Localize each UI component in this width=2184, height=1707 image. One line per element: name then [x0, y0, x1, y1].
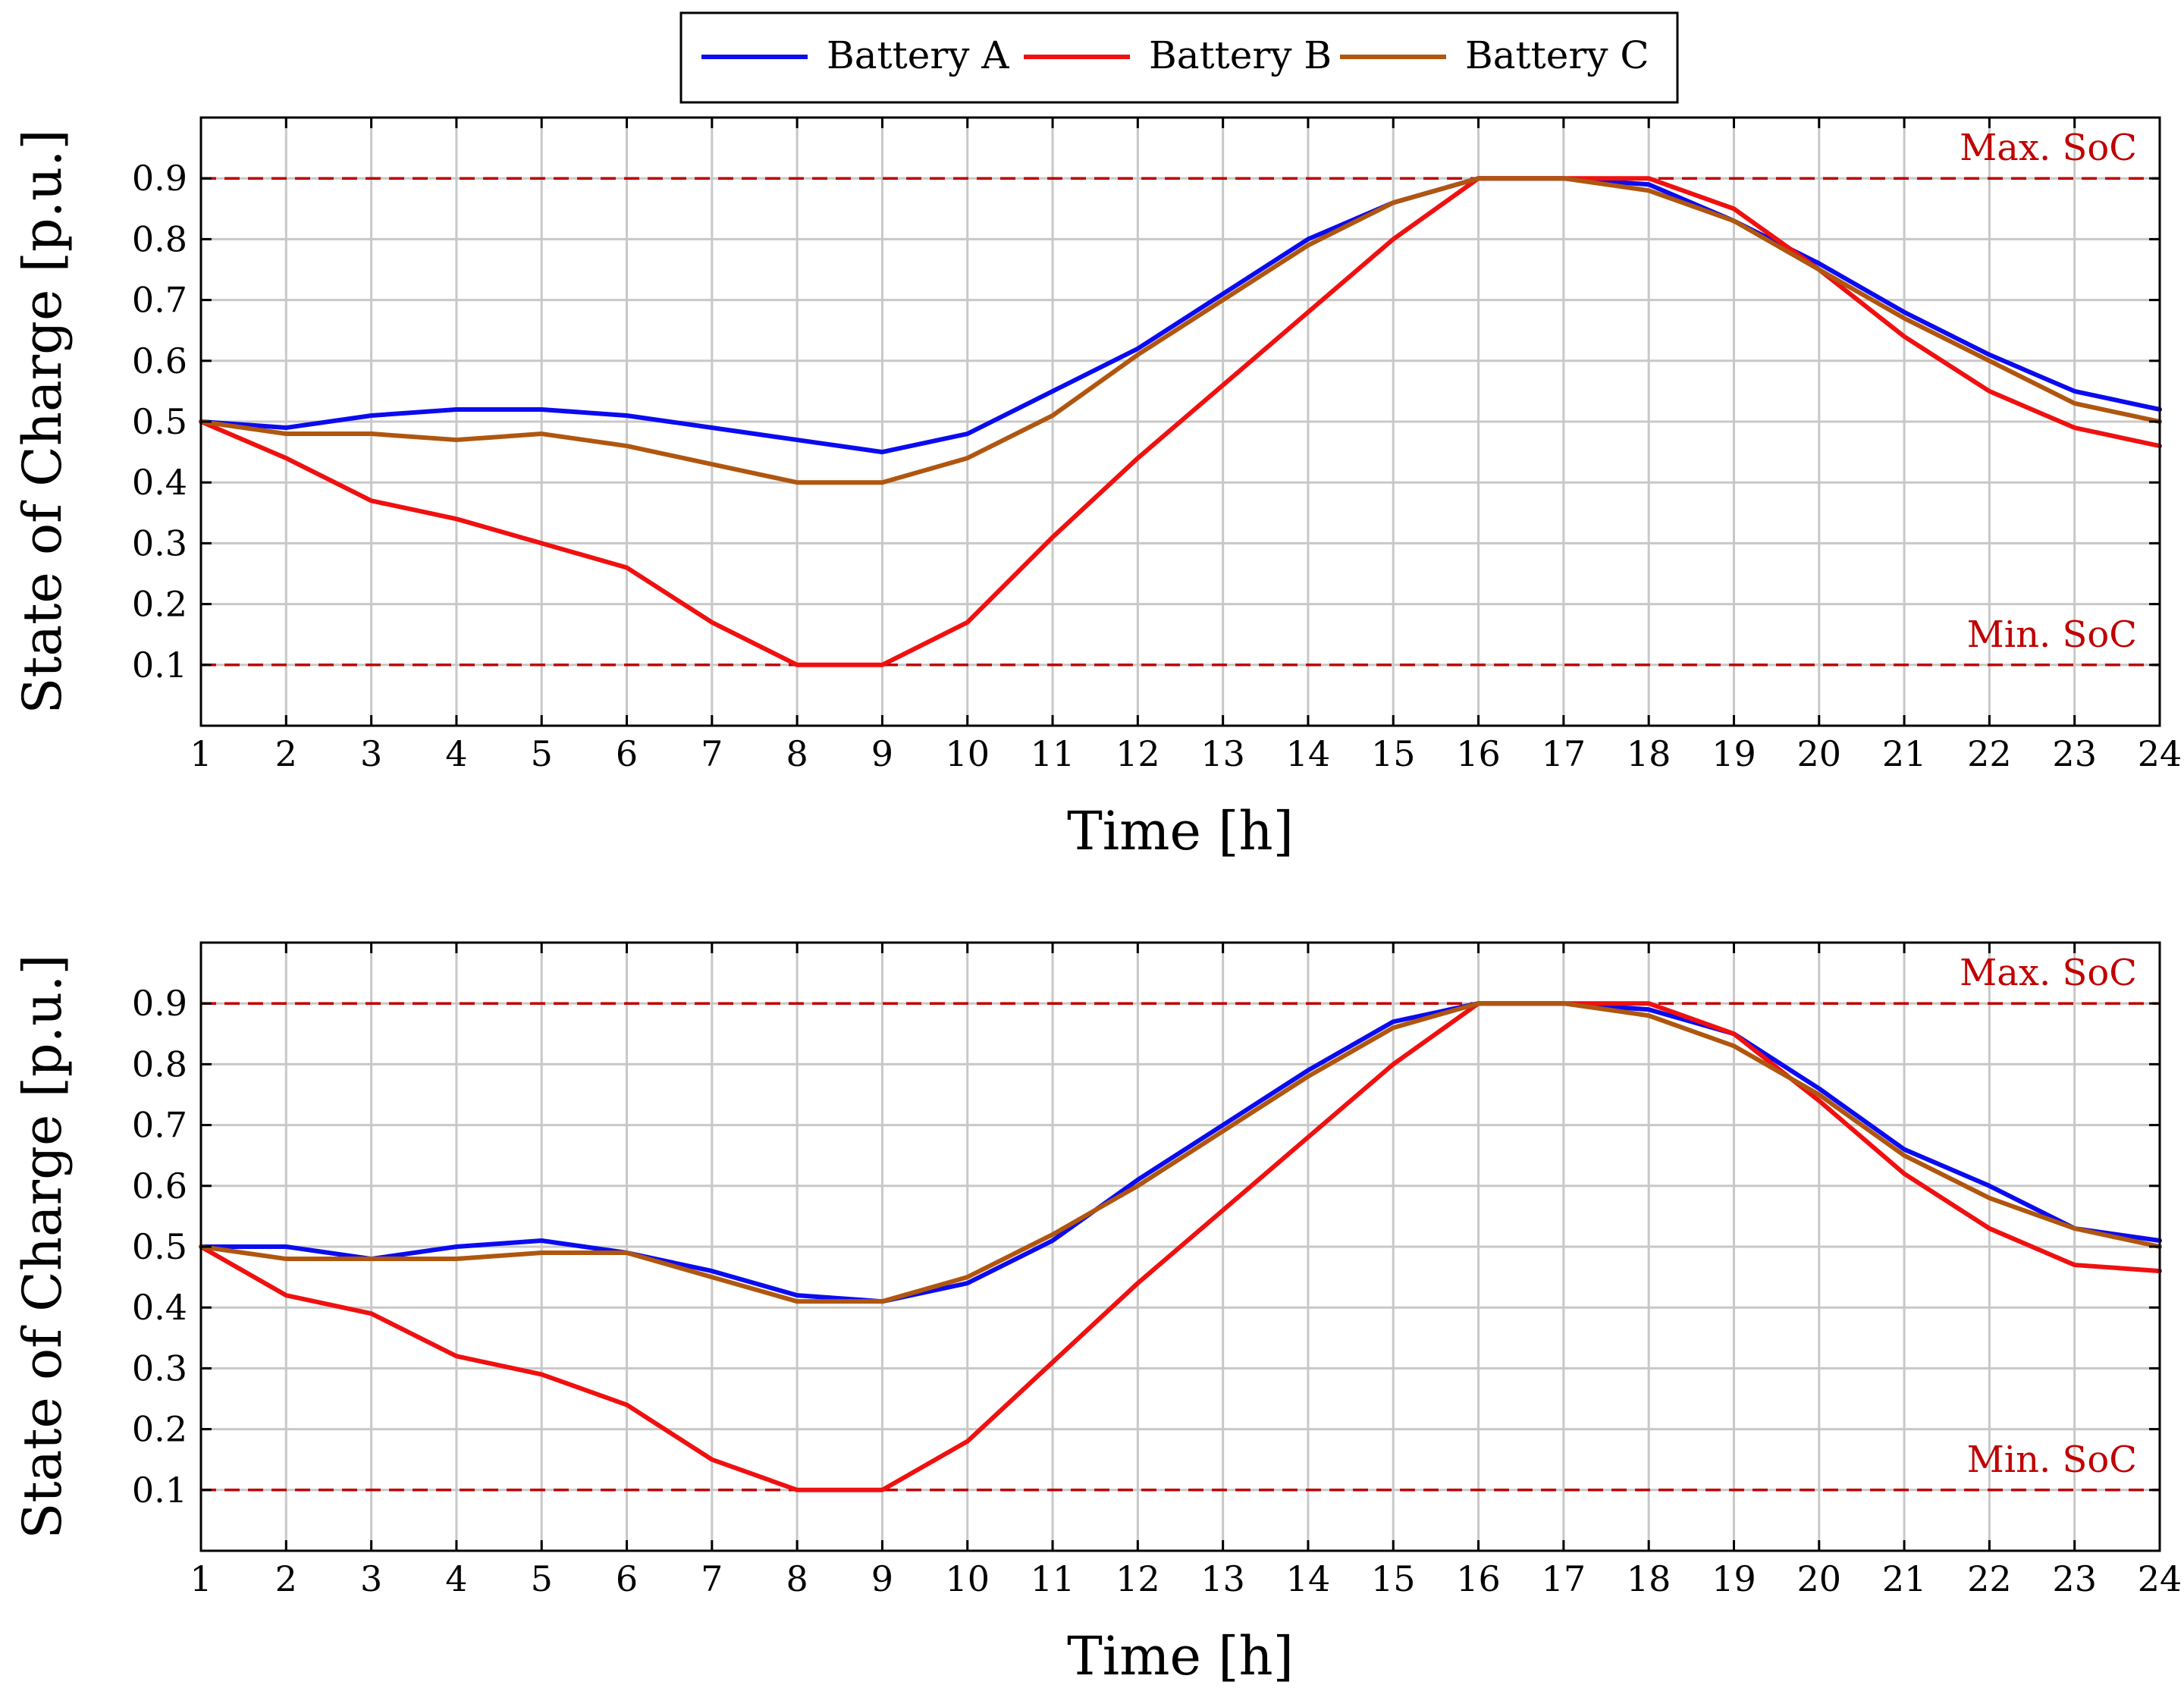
x-tick-label: 5	[531, 733, 553, 774]
legend-label: Battery C	[1465, 33, 1649, 77]
x-tick-label: 12	[1116, 733, 1160, 774]
x-tick-label: 7	[701, 1558, 723, 1599]
x-tick-label: 22	[1967, 733, 2012, 774]
x-tick-label: 20	[1797, 1558, 1842, 1599]
x-tick-label: 24	[2138, 733, 2182, 774]
y-tick-label: 0.7	[132, 1105, 187, 1146]
x-tick-label: 11	[1031, 733, 1075, 774]
y-tick-label: 0.2	[132, 584, 187, 625]
y-tick-label: 0.4	[132, 1287, 187, 1328]
y-tick-label: 0.5	[132, 401, 187, 442]
x-tick-label: 24	[2138, 1558, 2182, 1599]
y-tick-label: 0.9	[132, 158, 187, 199]
x-tick-label: 19	[1712, 733, 1756, 774]
x-tick-label: 1	[190, 1558, 212, 1599]
y-tick-label: 0.7	[132, 280, 187, 321]
series-line	[199, 176, 2162, 485]
y-axis-label: State of Charge [p.u.]	[11, 129, 74, 714]
x-tick-label: 5	[531, 1558, 553, 1599]
x-tick-label: 13	[1200, 1558, 1245, 1599]
legend: Battery A Battery B Battery C	[679, 11, 1679, 104]
y-tick-label: 0.6	[132, 1166, 187, 1207]
x-tick-label: 2	[275, 733, 297, 774]
x-axis-label: Time [h]	[1067, 800, 1294, 862]
x-tick-label: 23	[2052, 1558, 2097, 1599]
x-tick-label: 7	[701, 733, 723, 774]
y-tick-label: 0.8	[132, 1043, 187, 1084]
x-tick-label: 17	[1542, 1558, 1586, 1599]
series-line	[199, 1001, 2162, 1304]
x-tick-label: 10	[945, 733, 990, 774]
x-tick-label: 10	[945, 1558, 990, 1599]
x-tick-label: 21	[1882, 733, 1927, 774]
x-tick-label: 8	[786, 733, 808, 774]
x-tick-label: 20	[1797, 733, 1842, 774]
x-tick-label: 9	[871, 733, 893, 774]
x-tick-label: 12	[1116, 1558, 1160, 1599]
legend-label: Battery B	[1149, 33, 1332, 77]
x-tick-label: 13	[1200, 733, 1245, 774]
y-tick-label: 0.1	[132, 645, 187, 686]
series-line	[199, 176, 2162, 667]
x-tick-label: 23	[2052, 733, 2097, 774]
x-tick-label: 17	[1542, 733, 1586, 774]
y-axis-label: State of Charge [p.u.]	[11, 954, 74, 1539]
y-tick-label: 0.9	[132, 983, 187, 1024]
reference-line-label: Max. SoC	[1960, 127, 2137, 169]
legend-label: Battery A	[827, 33, 1009, 77]
x-tick-label: 6	[616, 733, 638, 774]
y-tick-label: 0.4	[132, 462, 187, 503]
series-line	[199, 176, 2162, 455]
y-tick-label: 0.5	[132, 1226, 187, 1267]
y-tick-label: 0.6	[132, 340, 187, 381]
reference-line-label: Min. SoC	[1967, 1439, 2137, 1481]
x-tick-label: 11	[1031, 1558, 1075, 1599]
x-axis-label: Time [h]	[1067, 1625, 1294, 1687]
y-tick-label: 0.8	[132, 218, 187, 259]
y-tick-label: 0.3	[132, 1348, 187, 1389]
x-tick-label: 21	[1882, 1558, 1927, 1599]
x-tick-label: 1	[190, 733, 212, 774]
x-tick-label: 18	[1627, 733, 1671, 774]
x-tick-label: 3	[360, 1558, 382, 1599]
y-tick-label: 0.3	[132, 522, 187, 563]
x-tick-label: 15	[1371, 1558, 1416, 1599]
x-tick-label: 14	[1286, 1558, 1331, 1599]
x-tick-label: 18	[1627, 1558, 1671, 1599]
x-tick-label: 16	[1456, 733, 1501, 774]
reference-line-label: Max. SoC	[1960, 952, 2137, 994]
x-tick-label: 6	[616, 1558, 638, 1599]
x-tick-label: 4	[445, 733, 467, 774]
y-tick-label: 0.1	[132, 1470, 187, 1511]
legend-box	[679, 11, 1679, 104]
x-tick-label: 22	[1967, 1558, 2012, 1599]
x-tick-label: 15	[1371, 733, 1416, 774]
reference-line-label: Min. SoC	[1967, 613, 2137, 656]
grid	[199, 118, 2161, 726]
x-tick-label: 14	[1286, 733, 1331, 774]
x-tick-label: 8	[786, 1558, 808, 1599]
x-tick-label: 16	[1456, 1558, 1501, 1599]
x-tick-label: 2	[275, 1558, 297, 1599]
series-line	[199, 1001, 2162, 1304]
x-tick-label: 4	[445, 1558, 467, 1599]
series-line	[199, 1001, 2162, 1492]
x-tick-label: 3	[360, 733, 382, 774]
y-tick-label: 0.2	[132, 1409, 187, 1450]
x-tick-label: 19	[1712, 1558, 1756, 1599]
x-tick-label: 9	[871, 1558, 893, 1599]
